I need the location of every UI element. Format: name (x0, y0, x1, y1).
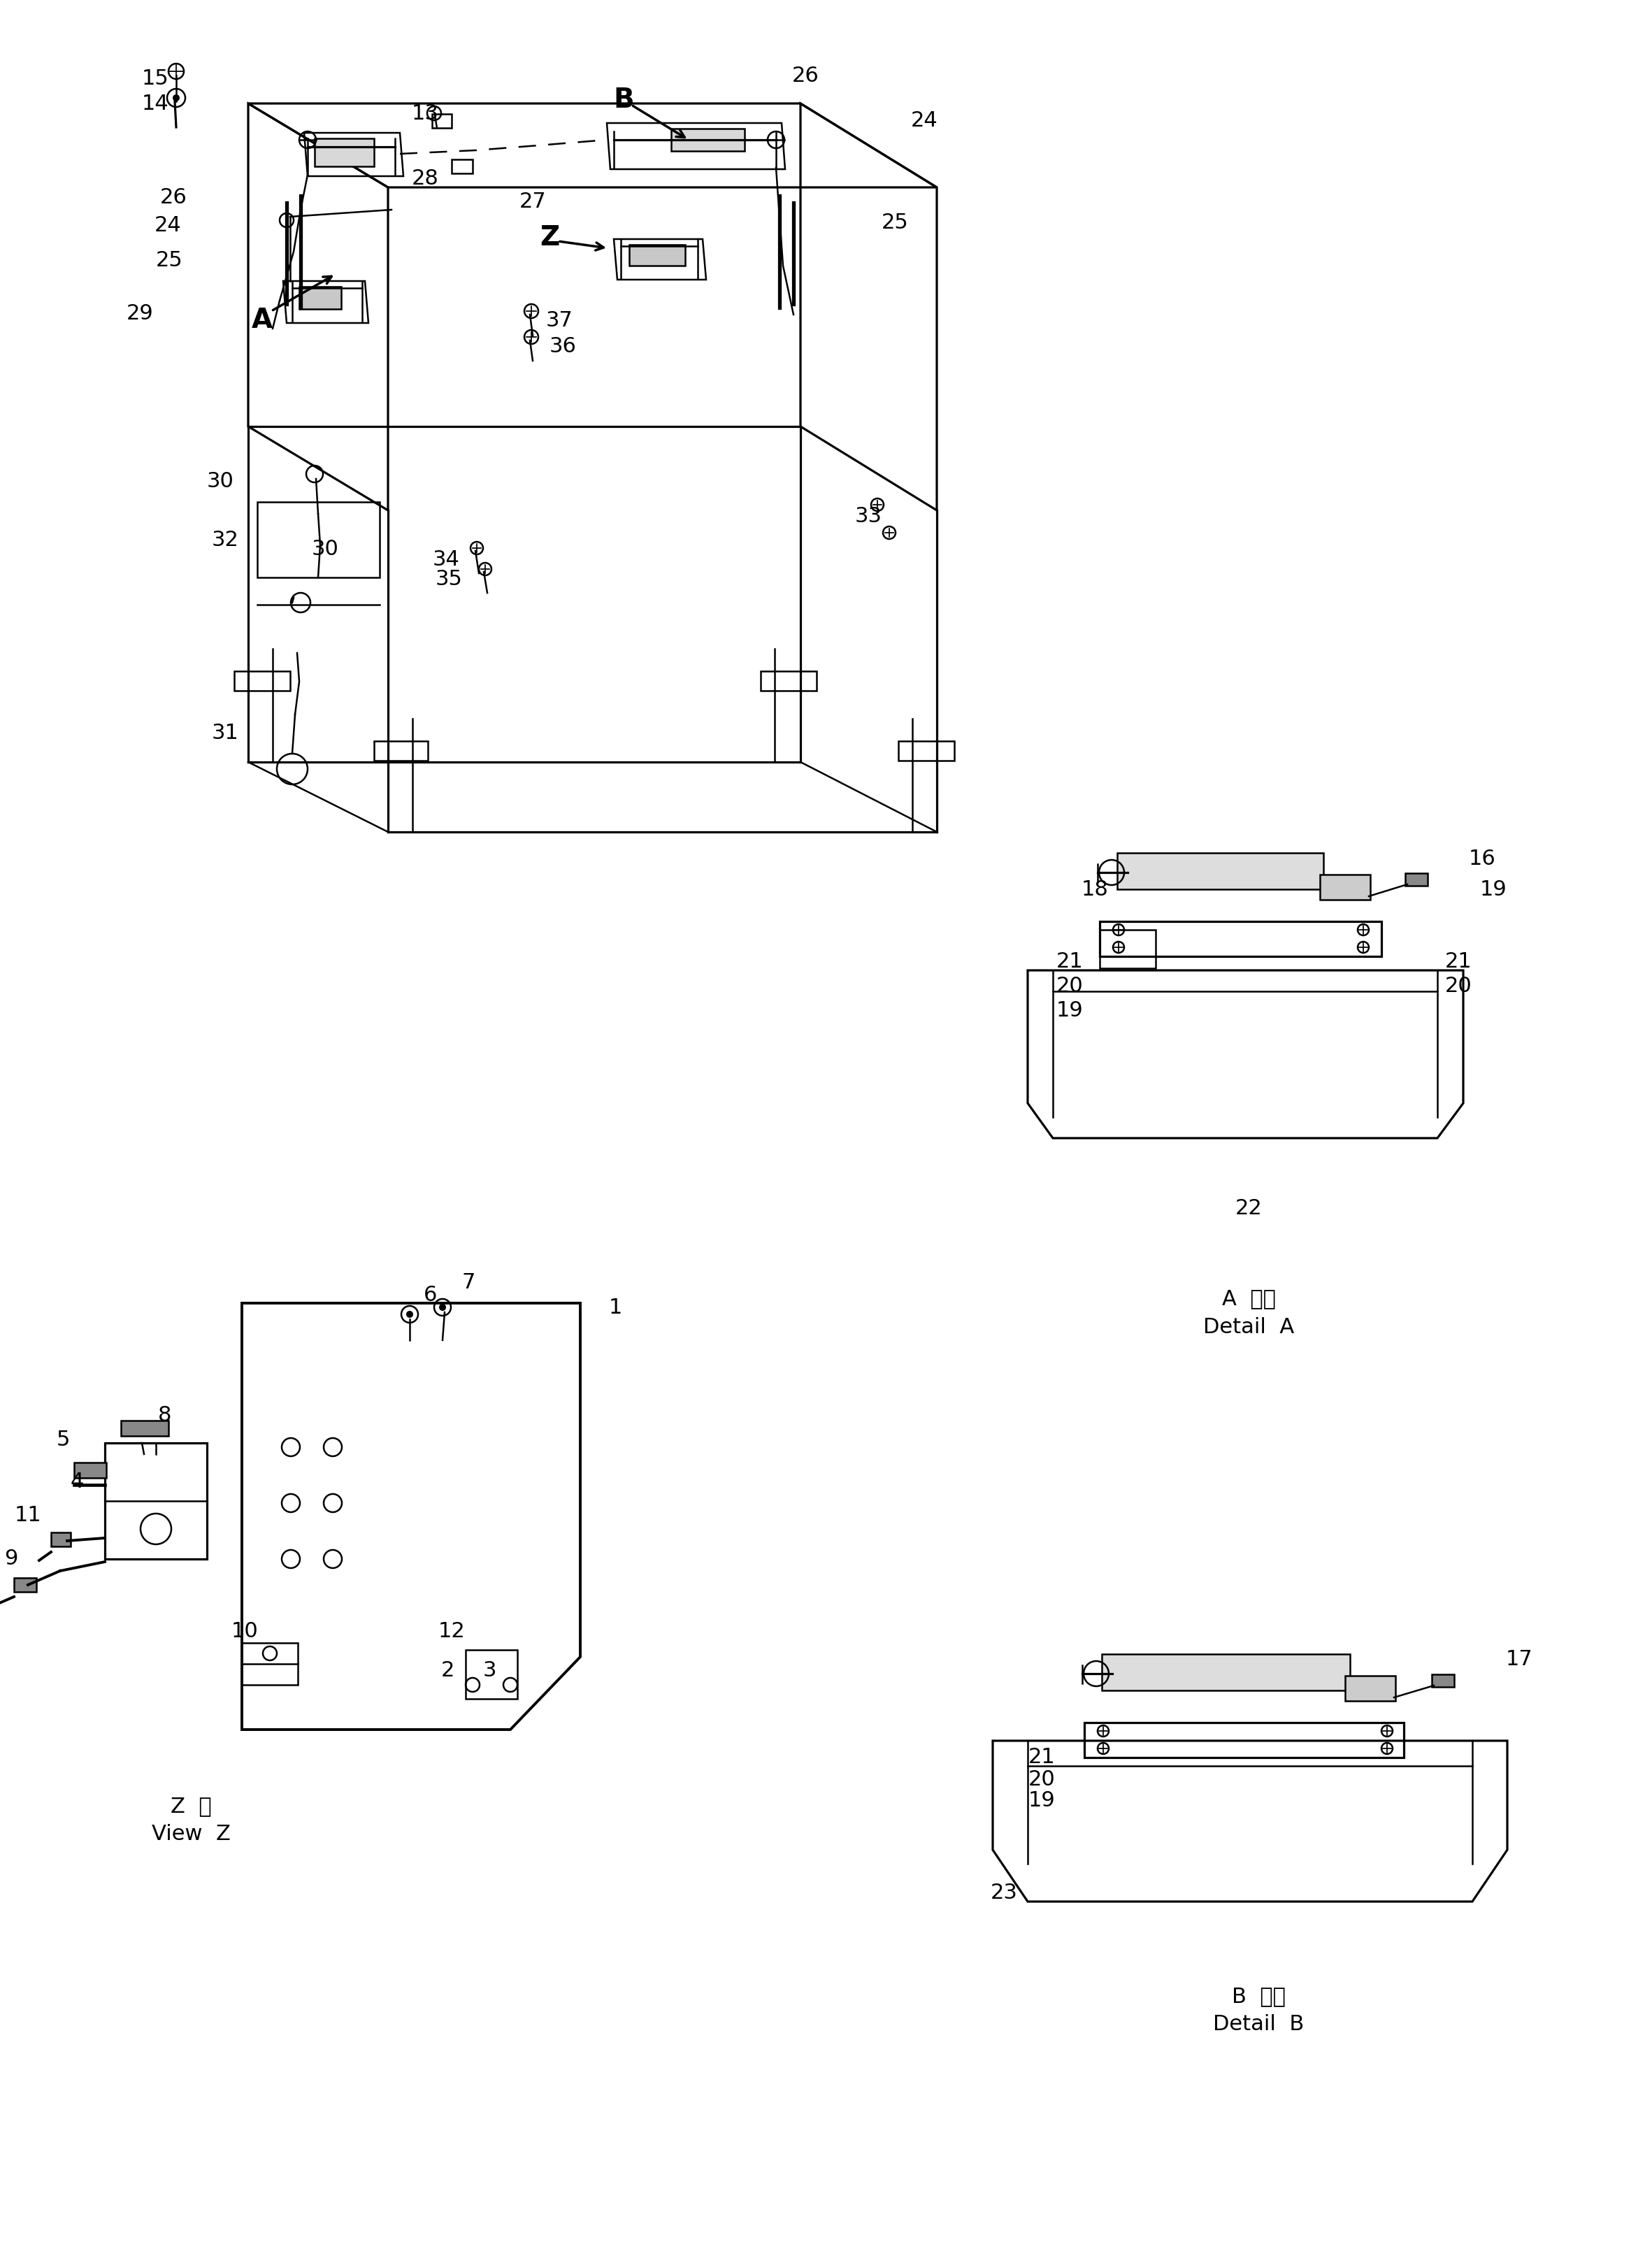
Text: 6: 6 (425, 1284, 438, 1304)
Text: 24: 24 (154, 216, 182, 236)
Text: 16: 16 (1469, 848, 1495, 868)
Text: 30: 30 (206, 470, 235, 490)
Text: 36: 36 (548, 335, 577, 355)
Text: 23: 23 (990, 1882, 1018, 1903)
Text: 19: 19 (1480, 879, 1507, 900)
FancyBboxPatch shape (1320, 875, 1370, 900)
Circle shape (439, 1304, 446, 1311)
Text: 5: 5 (56, 1430, 69, 1451)
Text: 27: 27 (519, 191, 547, 211)
Text: 31: 31 (211, 722, 238, 742)
Text: 37: 37 (545, 310, 573, 331)
Text: 22: 22 (1236, 1199, 1262, 1219)
FancyBboxPatch shape (629, 245, 686, 265)
Circle shape (406, 1311, 413, 1318)
Text: 20: 20 (1446, 976, 1472, 996)
Text: 26: 26 (160, 187, 187, 207)
FancyBboxPatch shape (671, 128, 745, 151)
Text: 21: 21 (1056, 951, 1084, 972)
Text: 15: 15 (142, 67, 169, 88)
Text: 30: 30 (312, 540, 339, 560)
FancyBboxPatch shape (1432, 1673, 1454, 1687)
Circle shape (173, 94, 180, 101)
FancyBboxPatch shape (1117, 852, 1323, 888)
Text: 2: 2 (441, 1660, 454, 1680)
Text: 28: 28 (411, 169, 439, 189)
Text: 19: 19 (1028, 1790, 1056, 1810)
Text: 34: 34 (433, 549, 459, 569)
FancyBboxPatch shape (13, 1579, 36, 1592)
Text: B: B (613, 88, 634, 112)
FancyBboxPatch shape (51, 1532, 71, 1547)
Text: 35: 35 (434, 569, 463, 589)
Text: 32: 32 (211, 529, 238, 549)
Text: 21: 21 (1028, 1747, 1056, 1768)
Text: 12: 12 (438, 1622, 466, 1642)
Text: 17: 17 (1505, 1649, 1533, 1669)
Text: 25: 25 (155, 250, 183, 270)
Text: 25: 25 (881, 211, 909, 232)
FancyBboxPatch shape (299, 286, 342, 308)
Text: 9: 9 (5, 1550, 18, 1570)
FancyBboxPatch shape (314, 139, 373, 166)
FancyBboxPatch shape (74, 1462, 106, 1478)
Text: 3: 3 (482, 1660, 496, 1680)
Text: Detail  A: Detail A (1203, 1316, 1294, 1336)
FancyBboxPatch shape (121, 1421, 169, 1435)
Text: 33: 33 (854, 506, 882, 526)
Text: B  詳細: B 詳細 (1231, 1986, 1285, 2006)
Text: 1: 1 (608, 1298, 623, 1318)
Text: 26: 26 (791, 65, 819, 85)
Text: 8: 8 (159, 1406, 172, 1426)
FancyBboxPatch shape (1102, 1653, 1350, 1691)
Text: 19: 19 (1056, 1001, 1084, 1021)
Text: A: A (251, 306, 273, 333)
Text: 20: 20 (1056, 976, 1084, 996)
Text: 13: 13 (411, 103, 439, 124)
Text: Z  判: Z 判 (170, 1797, 211, 1817)
Text: 11: 11 (15, 1505, 41, 1525)
FancyBboxPatch shape (1406, 873, 1427, 886)
Text: A  詳細: A 詳細 (1222, 1289, 1275, 1309)
Text: 7: 7 (461, 1273, 476, 1293)
FancyBboxPatch shape (1345, 1676, 1396, 1700)
Text: 24: 24 (910, 110, 938, 130)
Text: 18: 18 (1080, 879, 1108, 900)
Text: 10: 10 (231, 1622, 258, 1642)
Text: 4: 4 (69, 1471, 84, 1493)
Text: 20: 20 (1028, 1770, 1056, 1790)
Text: Z: Z (540, 225, 560, 252)
Text: View  Z: View Z (152, 1824, 230, 1844)
Text: 14: 14 (142, 92, 169, 115)
Text: 29: 29 (126, 304, 154, 324)
Text: 21: 21 (1446, 951, 1472, 972)
Text: Detail  B: Detail B (1213, 2015, 1303, 2035)
